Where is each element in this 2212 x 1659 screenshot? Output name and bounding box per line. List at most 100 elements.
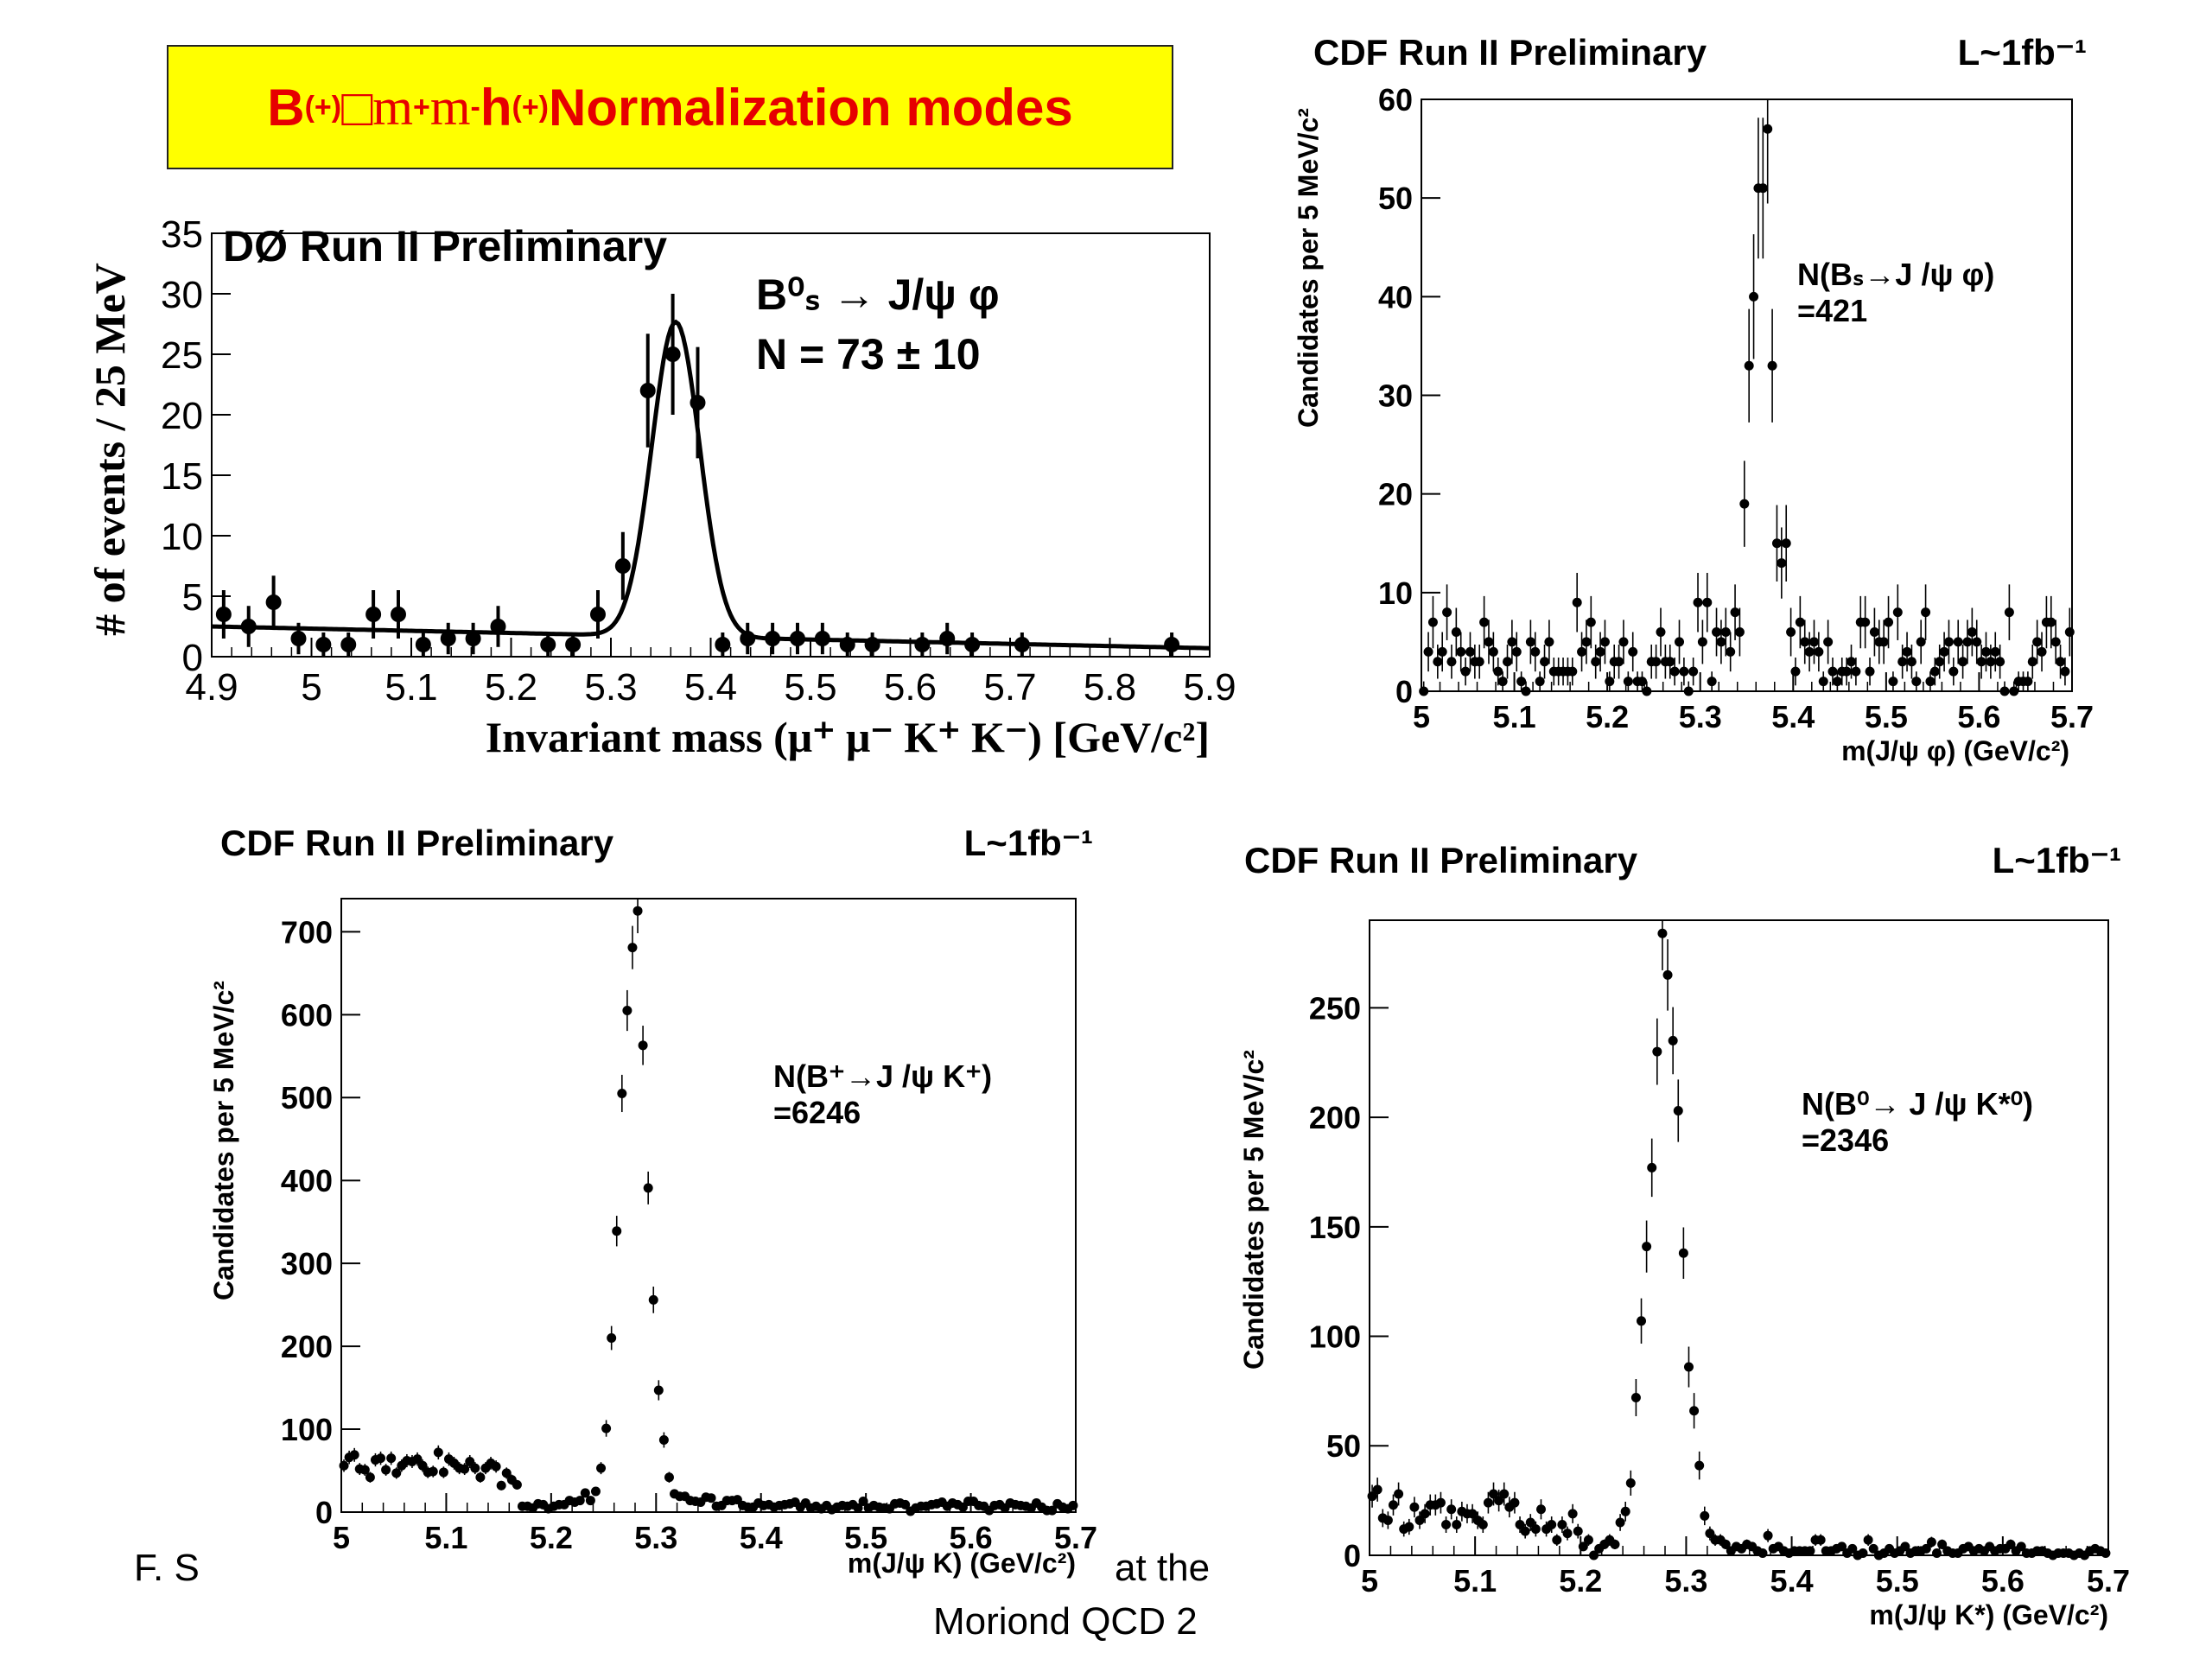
title-missing-glyph: □ xyxy=(341,78,373,137)
x-tick-label: 5.6 xyxy=(884,666,937,709)
data-point xyxy=(1888,677,1898,687)
data-point xyxy=(1683,1362,1694,1372)
chart-title: CDF Run II Preliminary xyxy=(220,823,614,863)
data-point xyxy=(1562,1529,1573,1539)
x-tick-label: 5.7 xyxy=(1054,1520,1097,1555)
data-point xyxy=(1786,627,1796,637)
data-point xyxy=(1749,291,1759,302)
data-point xyxy=(1827,666,1838,677)
data-point xyxy=(1716,637,1726,647)
x-tick-label: 5.1 xyxy=(1493,699,1536,734)
data-point xyxy=(1865,666,1875,677)
data-point xyxy=(1589,1550,1599,1560)
data-point xyxy=(2004,607,2014,618)
data-point xyxy=(1767,360,1777,371)
data-point xyxy=(1497,677,1508,687)
data-point xyxy=(1452,1520,1462,1530)
data-point xyxy=(1990,646,2000,657)
data-point xyxy=(1577,646,1587,657)
x-tick-label: 5.5 xyxy=(784,666,836,709)
y-tick-label: 20 xyxy=(161,395,203,437)
data-point xyxy=(460,1464,470,1474)
data-point xyxy=(465,1456,475,1466)
data-point xyxy=(496,1480,506,1491)
data-point xyxy=(1427,617,1438,627)
data-point xyxy=(290,631,307,646)
data-point xyxy=(1815,1535,1826,1545)
data-point xyxy=(1547,1520,1557,1530)
data-point xyxy=(2005,1539,2016,1549)
d0-bs-jpsi-phi-chart: 4.9 5 5.1 5.2 5.3 5.4 5.5 5.6 5.7 5.8 5.9 0 5 10 15 20 2… xyxy=(86,213,1236,761)
data-point xyxy=(638,1040,648,1051)
data-point xyxy=(1474,657,1484,667)
x-tick-label: 5.4 xyxy=(684,666,737,709)
y-tick-label: 250 xyxy=(1309,990,1361,1026)
y-axis-label: # of events / 25 MeV xyxy=(86,263,134,636)
data-point xyxy=(1948,666,1959,677)
data-point xyxy=(1367,1491,1377,1502)
annotation-line-1: N(Bₛ→J /ψ φ) xyxy=(1797,257,1994,292)
y-tick-label: 25 xyxy=(161,334,203,377)
x-tick-label: 5 xyxy=(301,666,321,709)
data-point xyxy=(1730,607,1740,618)
y-tick-label: 35 xyxy=(161,213,203,256)
data-point xyxy=(1419,686,1429,696)
data-point xyxy=(2032,637,2043,647)
data-point xyxy=(512,1479,522,1490)
data-point xyxy=(1567,1509,1578,1519)
x-axis-label: m(J/ψ K) (GeV/c²) xyxy=(848,1548,1076,1579)
data-point xyxy=(1958,657,1968,667)
data-point xyxy=(1976,657,1986,667)
data-point xyxy=(1939,646,1949,657)
data-point xyxy=(1693,597,1703,607)
footer-conference: Moriond QCD 2007 xyxy=(933,1600,1261,1643)
data-point xyxy=(1573,1526,1583,1536)
data-point xyxy=(1437,646,1447,657)
data-point xyxy=(1884,617,1894,627)
data-point xyxy=(1614,657,1624,667)
data-point xyxy=(1435,1497,1446,1508)
data-point xyxy=(1804,646,1815,657)
data-point xyxy=(1478,1520,1488,1530)
data-point xyxy=(627,943,638,953)
data-point xyxy=(1851,666,1861,677)
data-point xyxy=(1372,1484,1382,1495)
y-tick-label: 10 xyxy=(1378,575,1413,611)
luminosity-label: L~1fb⁻¹ xyxy=(964,823,1093,863)
x-tick-label: 5.3 xyxy=(634,1520,677,1555)
data-point xyxy=(1494,1496,1504,1506)
title-mu2-charge: - xyxy=(470,90,480,124)
data-point xyxy=(215,607,232,622)
x-tick-label: 5.3 xyxy=(584,666,637,709)
data-point xyxy=(1525,637,1535,647)
y-tick-label: 100 xyxy=(1309,1319,1361,1355)
data-point xyxy=(1488,646,1498,657)
data-point xyxy=(2101,1548,2111,1558)
data-point xyxy=(1805,1546,1815,1556)
x-tick-label: 5.4 xyxy=(1770,1563,1814,1599)
data-point xyxy=(1705,1529,1715,1539)
title-mu2: m xyxy=(429,78,471,136)
data-point xyxy=(1847,657,1857,667)
data-point xyxy=(1921,607,1931,618)
data-point xyxy=(1900,1541,1910,1552)
data-point xyxy=(1637,677,1647,687)
data-point xyxy=(1763,124,1773,134)
data-point xyxy=(501,1468,512,1478)
data-point xyxy=(601,1423,612,1433)
data-point xyxy=(1520,1526,1530,1536)
data-point xyxy=(465,631,481,646)
annotation-line-1: N(B⁰→ J /ψ K*⁰) xyxy=(1802,1086,2033,1122)
data-point xyxy=(1688,666,1699,677)
data-point xyxy=(1720,627,1731,637)
data-point xyxy=(428,1466,438,1477)
data-point xyxy=(1694,1460,1705,1471)
data-point xyxy=(1739,499,1750,509)
data-point xyxy=(1499,1489,1510,1499)
data-point xyxy=(540,637,556,652)
data-point xyxy=(391,1468,402,1478)
data-point xyxy=(2050,637,2061,647)
data-point xyxy=(1394,1489,1404,1499)
data-point xyxy=(1860,617,1871,627)
annotation-line-2: =421 xyxy=(1797,293,1867,328)
